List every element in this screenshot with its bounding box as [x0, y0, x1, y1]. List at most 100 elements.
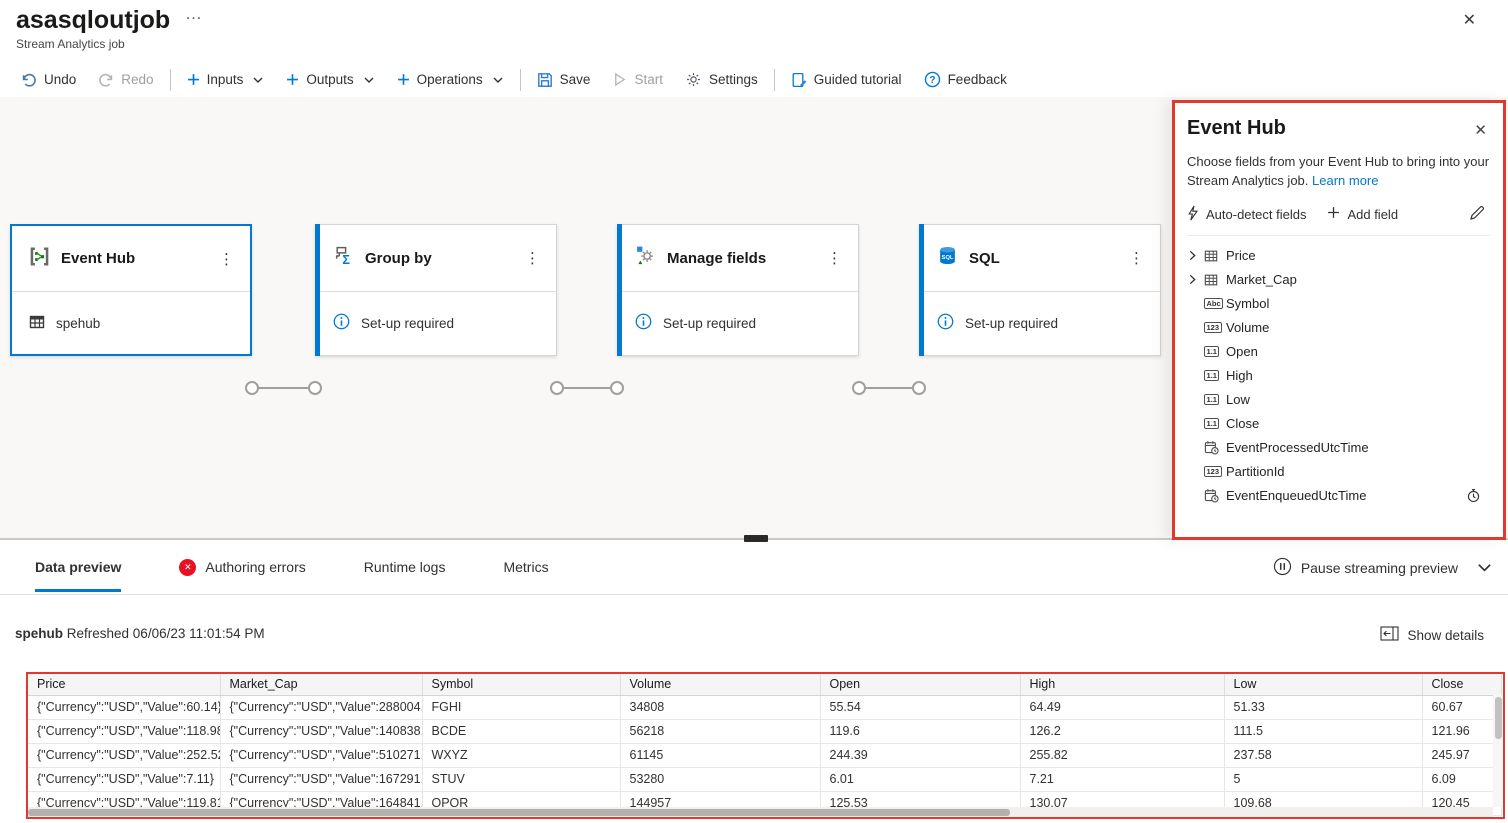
datetime-type-icon	[1204, 488, 1224, 503]
table-row: {"Currency":"USD","Value":60.14} {"Curren…	[28, 695, 1502, 720]
field-item-EventProcessedUtcTime[interactable]: EventProcessedUtcTime	[1187, 436, 1491, 460]
table-cell: 64.49	[1020, 695, 1225, 720]
start-button[interactable]: Start	[601, 62, 674, 97]
kebab-menu-icon[interactable]: ⋮	[1129, 250, 1144, 267]
input-port[interactable]	[308, 381, 322, 395]
timestamp-policy-icon[interactable]	[1466, 488, 1481, 503]
node-title: Group by	[365, 249, 432, 267]
node-title: Event Hub	[61, 250, 136, 267]
table-cell: 126.2	[1020, 719, 1225, 744]
pause-streaming-button[interactable]: Pause streaming preview	[1273, 540, 1492, 595]
record-type-icon	[1204, 273, 1224, 287]
node-title: SQL	[969, 249, 1000, 267]
save-icon	[537, 72, 553, 88]
table-cell: 245.97	[1422, 743, 1502, 768]
splitter-drag-handle[interactable]	[744, 535, 768, 542]
table-cell: 111.5	[1224, 719, 1423, 744]
toolbar-divider	[169, 68, 171, 91]
field-item-Symbol[interactable]: Abc Symbol	[1187, 292, 1491, 316]
field-item-Close[interactable]: 1.1 Close	[1187, 412, 1491, 436]
more-options-icon[interactable]: …	[185, 4, 203, 23]
field-item-EventEnqueuedUtcTime[interactable]: EventEnqueuedUtcTime	[1187, 484, 1491, 508]
input-port[interactable]	[912, 381, 926, 395]
table-cell: {"Currency":"USD","Value":118.98}	[28, 719, 221, 744]
edit-pencil-icon[interactable]	[1469, 205, 1485, 224]
field-item-Volume[interactable]: 123 Volume	[1187, 316, 1491, 340]
output-port[interactable]	[550, 381, 564, 395]
save-button[interactable]: Save	[526, 62, 602, 97]
chevron-right-icon[interactable]	[1187, 250, 1204, 261]
undo-button[interactable]: Undo	[10, 62, 87, 97]
tab-metrics[interactable]: Metrics	[503, 559, 549, 575]
redo-button[interactable]: Redo	[87, 62, 164, 97]
column-header-Open: Open	[820, 674, 1021, 696]
datetime-type-icon	[1204, 440, 1224, 455]
lightning-icon	[1187, 205, 1199, 224]
field-item-Market_Cap[interactable]: Market_Cap	[1187, 268, 1491, 292]
table-row: {"Currency":"USD","Value":7.11} {"Currenc…	[28, 767, 1502, 792]
kebab-menu-icon[interactable]: ⋮	[525, 250, 540, 267]
guided-tutorial-button[interactable]: Guided tutorial	[780, 62, 913, 97]
chevron-right-icon[interactable]	[1187, 274, 1204, 285]
table-cell: 237.58	[1224, 743, 1423, 768]
settings-button[interactable]: Settings	[674, 62, 769, 97]
field-item-High[interactable]: 1.1 High	[1187, 364, 1491, 388]
field-item-Low[interactable]: 1.1 Low	[1187, 388, 1491, 412]
output-port[interactable]	[852, 381, 866, 395]
node-manage-fields[interactable]: Manage fields ⋮ Set-up required	[617, 224, 859, 356]
field-item-PartitionId[interactable]: 123 PartitionId	[1187, 460, 1491, 484]
add-field-button[interactable]: Add field	[1327, 206, 1398, 222]
node-group-by[interactable]: Σ Group by ⋮ Set-up required	[315, 224, 557, 356]
manage-fields-icon	[635, 245, 656, 271]
plus-icon	[286, 73, 299, 86]
table-cell: {"Currency":"USD","Value":7.11}	[28, 767, 221, 792]
node-accent-bar	[617, 224, 622, 356]
tab-authoring-errors[interactable]: ✕ Authoring errors	[179, 540, 306, 595]
chevron-down-icon[interactable]	[1477, 560, 1492, 575]
add-outputs-button[interactable]: Outputs	[275, 62, 385, 97]
event-hub-icon	[29, 246, 50, 272]
node-sql[interactable]: SQL SQL ⋮ Set-up required	[919, 224, 1161, 356]
tab-data-preview[interactable]: Data preview	[35, 540, 122, 595]
toolbar-divider	[773, 68, 775, 91]
vertical-scrollbar-thumb[interactable]	[1494, 697, 1502, 739]
show-details-button[interactable]: Show details	[1380, 626, 1484, 644]
undo-icon	[21, 72, 37, 88]
node-detail: spehub	[56, 315, 101, 331]
redo-icon	[98, 72, 114, 88]
field-name: Volume	[1226, 320, 1270, 336]
tab-runtime-logs[interactable]: Runtime logs	[363, 559, 446, 575]
add-operations-button[interactable]: Operations	[386, 62, 515, 97]
field-item-Price[interactable]: Price	[1187, 244, 1491, 268]
panel-description: Choose fields from your Event Hub to bri…	[1187, 154, 1490, 188]
table-cell: {"Currency":"USD","Value":167291.5}	[220, 767, 423, 792]
info-icon	[635, 313, 652, 333]
page-subtitle: Stream Analytics job	[16, 37, 125, 51]
table-cell: 60.67	[1422, 695, 1502, 720]
auto-detect-fields-button[interactable]: Auto-detect fields	[1187, 205, 1306, 224]
field-item-Open[interactable]: 1.1 Open	[1187, 340, 1491, 364]
node-event-hub[interactable]: Event Hub ⋮ spehub	[10, 224, 252, 356]
node-detail: Set-up required	[663, 315, 757, 331]
vertical-scrollbar[interactable]	[1493, 695, 1503, 807]
close-icon[interactable]: ✕	[1474, 122, 1487, 139]
close-icon[interactable]: ✕	[1462, 12, 1476, 29]
table-cell: 119.6	[820, 719, 1021, 744]
tutorial-book-icon	[791, 72, 807, 88]
input-port[interactable]	[610, 381, 624, 395]
learn-more-link[interactable]: Learn more	[1312, 172, 1379, 188]
table-cell: 255.82	[1020, 743, 1225, 768]
output-port[interactable]	[245, 381, 259, 395]
horizontal-scrollbar-thumb[interactable]	[28, 808, 1010, 816]
kebab-menu-icon[interactable]: ⋮	[827, 250, 842, 267]
add-inputs-button[interactable]: Inputs	[176, 62, 276, 97]
kebab-menu-icon[interactable]: ⋮	[219, 250, 234, 268]
horizontal-scrollbar[interactable]	[28, 807, 1493, 817]
plus-icon	[1327, 206, 1340, 222]
feedback-button[interactable]: ? Feedback	[913, 62, 1018, 97]
details-pane-icon	[1380, 626, 1400, 644]
table-cell: STUV	[422, 767, 621, 792]
table-cell: 6.09	[1422, 767, 1502, 792]
field-name: Low	[1226, 392, 1250, 408]
